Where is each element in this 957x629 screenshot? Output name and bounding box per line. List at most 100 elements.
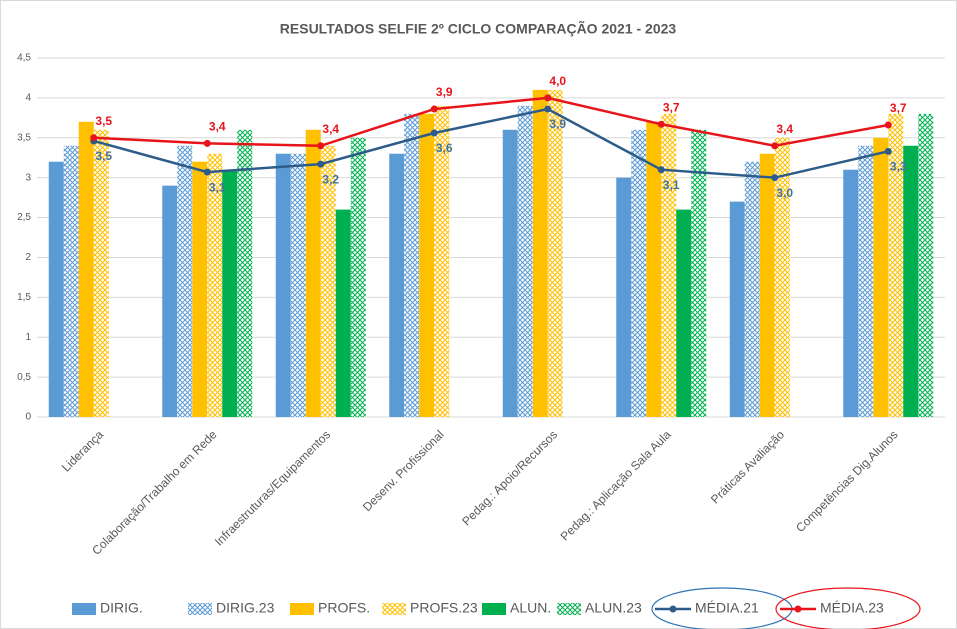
y-tick-label: 2	[25, 252, 31, 263]
line-marker	[657, 120, 665, 128]
legend-label: MÉDIA.23	[820, 600, 884, 616]
data-label: 3,5	[95, 149, 112, 163]
data-label: 3,0	[776, 186, 793, 200]
line-marker	[884, 121, 892, 129]
y-tick-label: 0,5	[17, 372, 31, 383]
data-label: 3,7	[663, 100, 680, 114]
bar	[744, 161, 760, 417]
y-tick-label: 3	[25, 172, 31, 183]
bar	[888, 113, 904, 417]
legend-label: DIRIG.23	[216, 600, 275, 616]
line-marker	[90, 134, 98, 142]
legend-swatch	[188, 603, 212, 615]
bar	[532, 89, 548, 418]
bar	[350, 137, 366, 417]
bar	[691, 129, 707, 418]
line-marker	[430, 129, 438, 137]
bar	[903, 145, 919, 417]
data-label: 3,6	[436, 141, 453, 155]
data-label: 3,9	[436, 85, 453, 99]
bar	[774, 137, 790, 417]
data-label: 3,2	[322, 172, 339, 186]
bar	[729, 201, 745, 417]
bar	[192, 161, 208, 417]
bar	[676, 209, 692, 417]
data-label: 3,4	[209, 120, 226, 134]
y-tick-label: 2,5	[17, 212, 31, 223]
bar	[335, 209, 351, 417]
legend-marker	[669, 605, 677, 613]
chart-title: RESULTADOS SELFIE 2º CICLO COMPARAÇÃO 20…	[280, 20, 677, 37]
line-marker	[317, 160, 325, 168]
line-marker	[430, 105, 438, 113]
bar	[434, 105, 450, 417]
line	[93, 107, 889, 179]
line-marker	[544, 94, 552, 102]
legend-highlight	[775, 587, 921, 629]
bar	[290, 153, 306, 417]
bar	[48, 161, 64, 417]
data-label: 3,4	[776, 122, 793, 136]
bar	[207, 153, 223, 417]
bar	[63, 145, 79, 417]
y-tick-label: 0	[25, 412, 31, 423]
line-marker	[771, 142, 779, 150]
line-marker	[657, 166, 665, 174]
data-label: 4,0	[549, 74, 566, 88]
bar	[858, 145, 874, 417]
legend-label: MÉDIA.21	[695, 600, 759, 616]
data-label: 3,9	[549, 117, 566, 131]
line-marker	[203, 139, 211, 147]
bar	[646, 121, 662, 418]
data-label: 3,4	[322, 122, 339, 136]
legend-swatch	[290, 603, 314, 615]
line-marker	[544, 105, 552, 113]
bar	[237, 129, 253, 418]
bar	[93, 129, 109, 418]
bar	[419, 113, 435, 417]
legend-label: ALUN.	[510, 600, 551, 616]
data-label: 3,1	[209, 180, 226, 194]
bar	[631, 129, 647, 418]
legend-label: PROFS.	[318, 600, 370, 616]
line	[93, 96, 889, 148]
bar	[759, 153, 775, 417]
bar	[502, 129, 518, 418]
legend-label: PROFS.23	[410, 600, 478, 616]
bar	[162, 185, 178, 417]
y-tick-label: 4,5	[17, 53, 31, 64]
legend-swatch	[72, 603, 96, 615]
bar	[661, 113, 677, 417]
legend-swatch	[557, 603, 581, 615]
bar	[222, 169, 238, 417]
bar	[389, 153, 405, 417]
data-label: 3,3	[890, 160, 907, 174]
bar	[177, 145, 193, 417]
data-label: 3,5	[95, 114, 112, 128]
bar	[78, 121, 94, 418]
bar	[547, 89, 563, 418]
legend-marker	[794, 605, 802, 613]
line-marker	[317, 142, 325, 150]
line-marker	[884, 147, 892, 155]
y-tick-label: 3,5	[17, 132, 31, 143]
legend-swatch	[482, 603, 506, 615]
y-tick-label: 1	[25, 332, 31, 343]
bar	[404, 113, 420, 417]
data-label: 3,1	[663, 178, 680, 192]
bar	[843, 169, 859, 417]
bar	[320, 145, 336, 417]
legend-label: ALUN.23	[585, 600, 642, 616]
legend-label: DIRIG.	[100, 600, 143, 616]
bar	[275, 153, 291, 417]
bar	[305, 129, 321, 418]
bar	[517, 105, 533, 417]
bar	[616, 177, 632, 417]
bar	[918, 113, 934, 417]
data-label: 3,7	[890, 101, 907, 115]
y-tick-label: 1,5	[17, 292, 31, 303]
y-tick-label: 4	[25, 93, 31, 104]
bar	[873, 137, 889, 417]
